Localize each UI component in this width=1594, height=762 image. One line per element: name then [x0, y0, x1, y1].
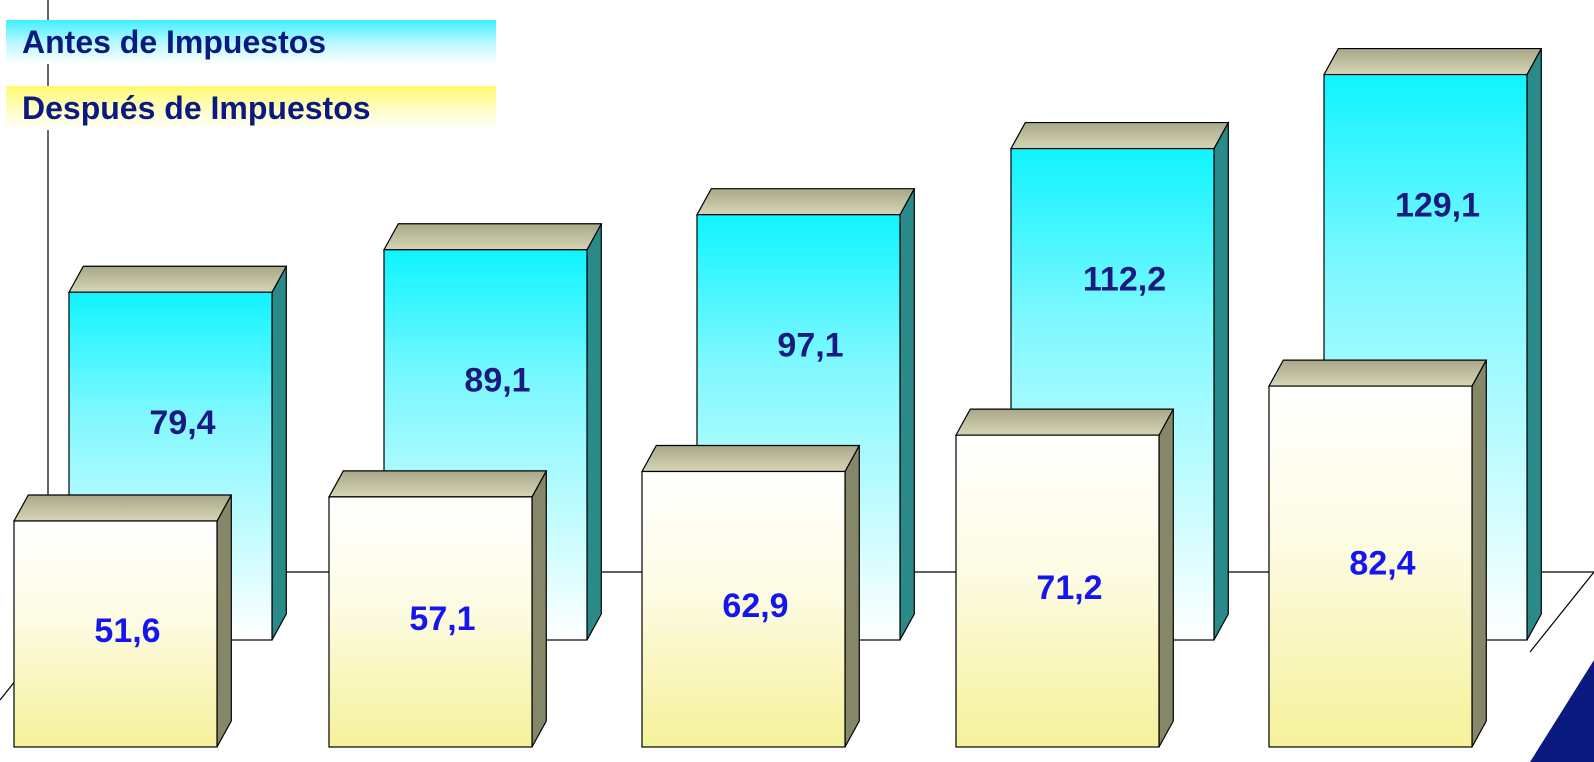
- despues-bar-side: [531, 470, 547, 748]
- antes-bar-top: [382, 223, 603, 251]
- despues-bar-4: 71,2: [954, 408, 1175, 748]
- despues-data-label: 62,9: [722, 587, 788, 625]
- antes-data-label: 112,2: [1083, 261, 1166, 299]
- antes-bar-top: [1322, 47, 1543, 76]
- despues-bar-3: 62,9: [640, 444, 861, 748]
- antes-data-label: 97,1: [777, 327, 843, 365]
- antes-bar-top: [67, 265, 288, 293]
- despues-data-label: 82,4: [1349, 545, 1415, 583]
- corner-accent: [1530, 660, 1594, 762]
- antes-data-label: 79,4: [149, 404, 215, 442]
- despues-data-label: 57,1: [409, 600, 475, 638]
- despues-data-label: 71,2: [1036, 569, 1102, 607]
- despues-bar-side: [216, 494, 232, 748]
- despues-bar-side: [844, 445, 860, 748]
- floor-edge-right-line: [1529, 571, 1594, 653]
- legend-item-antes-de-impuestos: Antes de Impuestos: [6, 20, 496, 64]
- despues-bar-side: [1471, 359, 1487, 748]
- antes-bar-top: [695, 188, 916, 216]
- despues-bar-top: [954, 408, 1175, 436]
- antes-data-label: 129,1: [1395, 187, 1480, 225]
- antes-bar-side: [1213, 122, 1229, 641]
- despues-bar-front: [641, 470, 846, 748]
- legend-item-despues-de-impuestos: Después de Impuestos: [6, 86, 496, 130]
- despues-bar-1: 51,6: [12, 494, 233, 748]
- despues-bar-front: [328, 496, 533, 748]
- antes-bar-side: [271, 265, 287, 641]
- antes-bar-top: [1009, 121, 1230, 150]
- despues-bar-side: [1158, 408, 1174, 748]
- antes-bar-side: [1526, 48, 1542, 641]
- despues-data-label: 51,6: [94, 612, 160, 650]
- despues-bar-top: [1267, 359, 1488, 387]
- despues-bar-front: [13, 520, 218, 748]
- despues-bar-front: [955, 434, 1160, 748]
- despues-bar-top: [327, 470, 548, 498]
- despues-bar-5: 82,4: [1267, 359, 1488, 748]
- despues-bar-top: [640, 444, 861, 473]
- antes-bar-side: [899, 188, 915, 641]
- despues-bar-front: [1268, 385, 1473, 748]
- despues-bar-2: 57,1: [327, 470, 548, 748]
- antes-bar-side: [586, 223, 602, 641]
- antes-data-label: 89,1: [464, 362, 530, 400]
- despues-bar-top: [12, 494, 233, 522]
- bars-layer: 79,4 89,1 97,1 112,2 129,1 51,6 57,1 62,9 71,2 82…: [12, 47, 1543, 748]
